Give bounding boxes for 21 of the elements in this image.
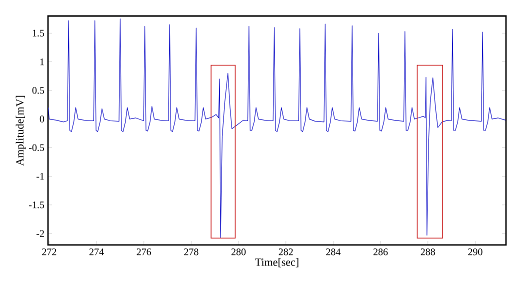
x-tick-label: 290: [468, 248, 482, 256]
y-tick-label: -1: [36, 172, 44, 180]
x-tick-label: 276: [136, 248, 152, 256]
y-tick-label: -1.5: [29, 202, 44, 208]
y-tick-label: -2: [36, 230, 44, 237]
y-tick-label: 1: [40, 58, 44, 66]
x-tick-label: 272: [42, 248, 56, 256]
x-tick-label: 280: [231, 248, 246, 256]
x-axis-title: Time[sec]: [255, 258, 298, 268]
x-tick-label: 286: [373, 248, 388, 256]
x-tick-label: 284: [326, 248, 341, 256]
y-tick-label: 0: [40, 116, 44, 122]
y-tick-label: 0.5: [32, 87, 44, 94]
y-axis-title: Amplitude[mV]: [16, 96, 26, 166]
x-tick-label: 288: [420, 248, 436, 256]
x-tick-label: 274: [89, 248, 104, 256]
y-tick-label: 1.5: [32, 30, 44, 37]
y-tick-label: -0.5: [29, 144, 44, 152]
x-tick-label: 282: [278, 248, 293, 256]
x-tick-label: 278: [184, 248, 198, 256]
line-series: [48, 18, 506, 238]
